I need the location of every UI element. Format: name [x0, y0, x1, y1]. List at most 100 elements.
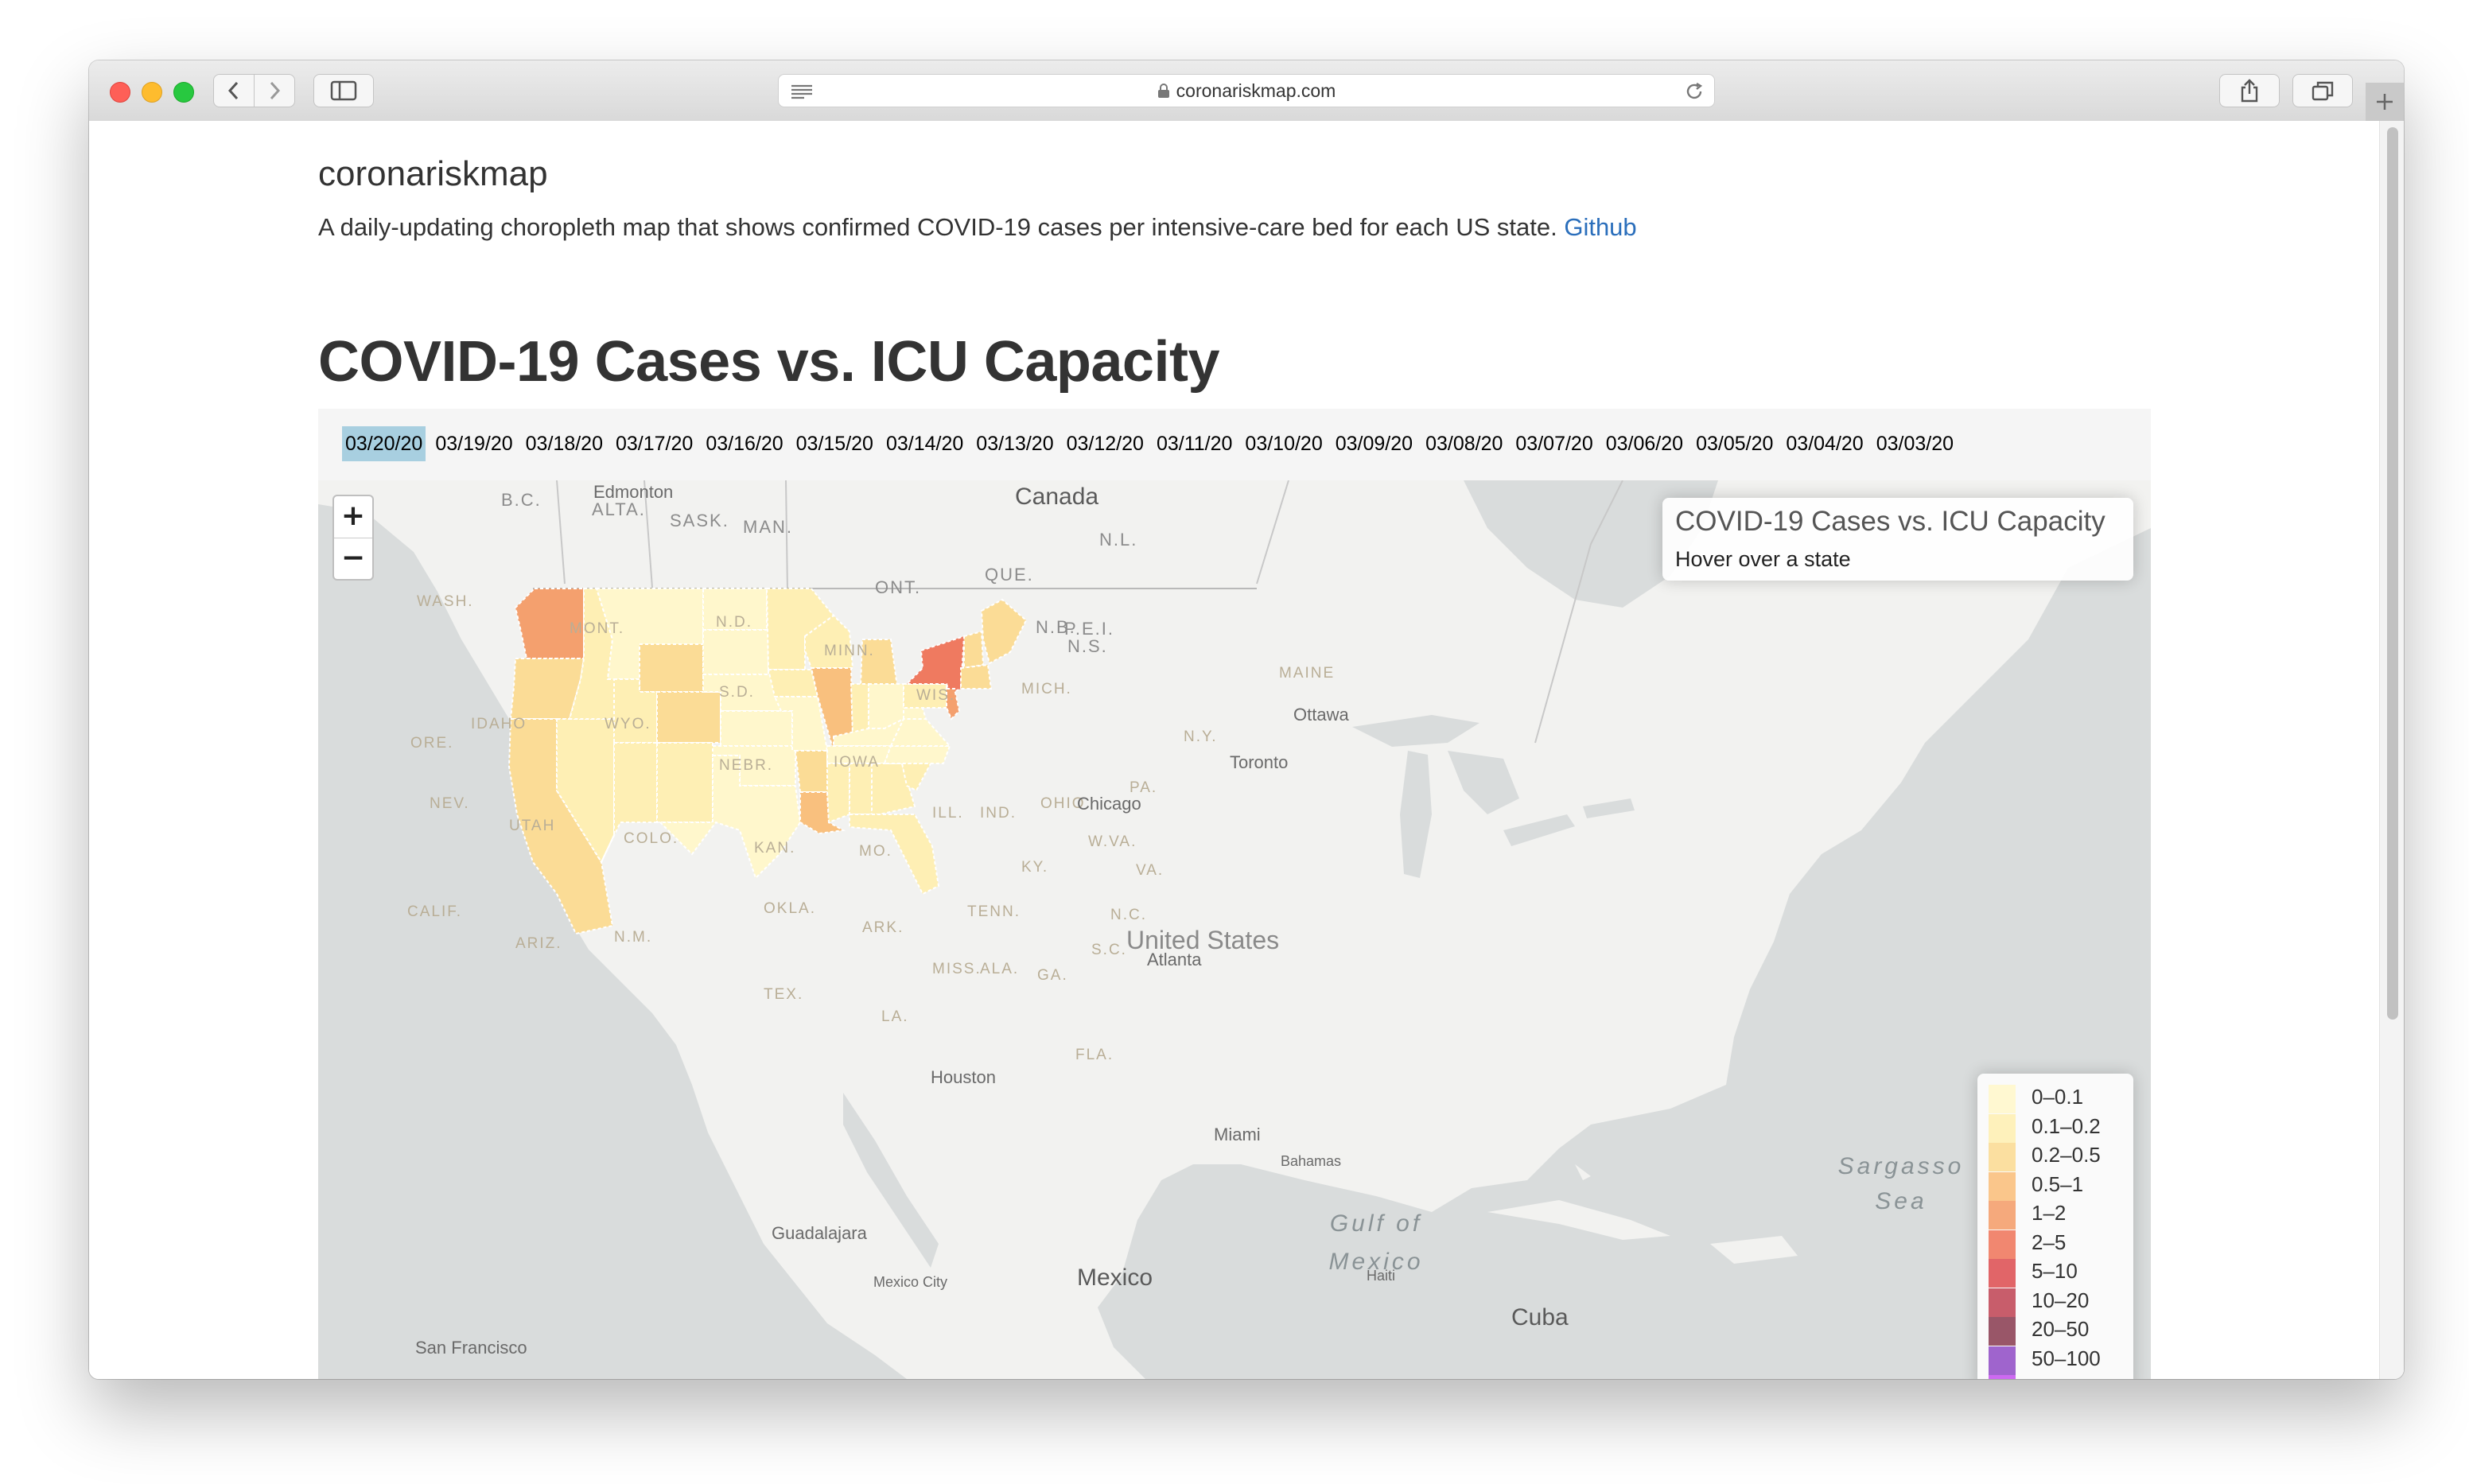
us-states[interactable]: [507, 588, 1028, 935]
state-label: MONT.: [570, 620, 625, 637]
date-button[interactable]: 03/12/20: [1066, 433, 1144, 455]
state-maine: [980, 598, 1028, 665]
date-button[interactable]: 03/05/20: [1696, 433, 1774, 455]
back-button[interactable]: [213, 74, 255, 107]
forward-button[interactable]: [254, 74, 295, 107]
legend-swatch: [1989, 1113, 2016, 1143]
date-button[interactable]: 03/08/20: [1425, 433, 1503, 455]
gulf-of-california: [843, 1093, 939, 1268]
legend-label: 0–0.1: [2032, 1085, 2084, 1109]
date-button[interactable]: 03/20/20: [342, 426, 426, 461]
city-label: Atlanta: [1147, 950, 1202, 969]
date-button[interactable]: 03/19/20: [435, 433, 513, 455]
state-new-mexico: [656, 742, 713, 823]
scrollbar[interactable]: [2379, 121, 2404, 1379]
date-selector: 03/20/20 03/19/20 03/18/20 03/17/20 03/16/20…: [318, 409, 2151, 480]
map-legend: 0–0.1 0.1–0.2 0.2–0.5 0.5–1 1–2 2–5 5–10 10–20 2…: [1977, 1074, 2133, 1379]
github-link[interactable]: Github: [1564, 213, 1637, 241]
state-label: TEX.: [764, 986, 804, 1003]
close-window-button[interactable]: [110, 82, 130, 103]
state-south-dakota: [702, 629, 769, 675]
share-button[interactable]: [2219, 74, 2280, 107]
state-north-dakota: [702, 588, 768, 631]
label-sargasso-sea: Sargasso Sea: [1814, 1153, 1989, 1215]
city-label: Ottawa: [1293, 705, 1349, 725]
info-panel: COVID-19 Cases vs. ICU Capacity Hover ov…: [1662, 498, 2133, 581]
new-tab-button[interactable]: [2366, 83, 2404, 121]
scrollbar-thumb[interactable]: [2387, 127, 2398, 1020]
zoom-window-button[interactable]: [173, 82, 194, 103]
reader-mode-icon[interactable]: [790, 84, 814, 99]
choropleth-map[interactable]: B.C. ALTA. SASK. MAN. ONT. QUE. N.L. N.B…: [318, 480, 2151, 1379]
legend-label: 5–10: [2032, 1259, 2078, 1283]
state-kansas: [720, 710, 793, 747]
legend-label: 100–200: [2032, 1375, 2112, 1379]
state-tennessee: [826, 745, 892, 764]
label-que: QUE.: [985, 565, 1034, 585]
date-button[interactable]: 03/09/20: [1335, 433, 1413, 455]
tabs-overview-button[interactable]: [2292, 74, 2353, 107]
state-new-jersey: [946, 688, 961, 721]
state-label: VA.: [1136, 862, 1165, 879]
state-louisiana: [799, 791, 846, 835]
url-display[interactable]: coronariskmap.com: [779, 75, 1714, 107]
florida-keys: [1575, 1164, 1591, 1180]
lake-superior: [1352, 715, 1479, 747]
date-list: 03/20/20 03/19/20 03/18/20 03/17/20 03/16/20…: [342, 426, 1963, 461]
date-button[interactable]: 03/07/20: [1515, 433, 1593, 455]
date-button[interactable]: 03/04/20: [1786, 433, 1864, 455]
state-label: UTAH: [509, 818, 556, 834]
browser-toolbar: coronariskmap.com: [89, 60, 2404, 122]
lake-huron: [1448, 751, 1519, 814]
state-label: MAINE: [1279, 665, 1336, 682]
zoom-in-button[interactable]: +: [334, 496, 372, 538]
city-label: Miami: [1214, 1125, 1261, 1144]
zoom-out-button[interactable]: −: [340, 542, 366, 574]
state-label: TENN.: [967, 903, 1021, 920]
label-united-states: United States: [1126, 926, 1280, 954]
minimize-window-button[interactable]: [142, 82, 162, 103]
date-button[interactable]: 03/18/20: [525, 433, 603, 455]
date-button[interactable]: 03/15/20: [795, 433, 873, 455]
legend-label: 0.5–1: [2032, 1171, 2084, 1196]
legend-swatch: [1989, 1346, 2016, 1375]
date-button[interactable]: 03/10/20: [1245, 433, 1323, 455]
state-michigan: [859, 639, 899, 688]
state-label: ALA.: [980, 961, 1020, 977]
legend-swatch: [1989, 1143, 2016, 1171]
date-button[interactable]: 03/11/20: [1156, 433, 1233, 455]
state-label: MO.: [859, 843, 892, 860]
label-man: MAN.: [743, 517, 793, 537]
date-button[interactable]: 03/17/20: [615, 433, 694, 455]
state-label: CALIF.: [407, 903, 463, 920]
reload-icon[interactable]: [1684, 81, 1705, 102]
site-title: coronariskmap: [318, 154, 548, 193]
state-label: S.D.: [719, 684, 755, 701]
lock-icon: [1157, 76, 1170, 108]
city-label: Guadalajara: [772, 1223, 867, 1243]
state-label: IOWA: [834, 754, 880, 771]
date-button[interactable]: 03/14/20: [885, 433, 964, 455]
date-button[interactable]: 03/16/20: [706, 433, 783, 455]
sidebar-toggle-button[interactable]: [313, 74, 374, 107]
state-california: [507, 718, 614, 935]
province-borders: [556, 480, 1623, 744]
state-label: N.C.: [1110, 907, 1147, 923]
legend-swatch: [1989, 1259, 2016, 1288]
lake-ontario: [1583, 798, 1635, 818]
map-canvas: [318, 480, 2151, 1379]
label-ns: N.S.: [1067, 636, 1108, 656]
legend-swatch: [1989, 1288, 2016, 1317]
date-button[interactable]: 03/13/20: [976, 433, 1054, 455]
legend-label: 1–2: [2032, 1201, 2067, 1225]
plus-icon: [2377, 94, 2393, 110]
state-arkansas: [794, 750, 828, 793]
address-bar[interactable]: coronariskmap.com: [778, 74, 1715, 107]
state-label: WASH.: [417, 593, 474, 610]
cuba-island: [1487, 1200, 1670, 1240]
date-button[interactable]: 03/03/20: [1876, 433, 1954, 455]
legend-label: 2–5: [2032, 1230, 2067, 1254]
state-label: LA.: [881, 1008, 909, 1025]
state-label: IND.: [980, 805, 1017, 822]
date-button[interactable]: 03/06/20: [1605, 433, 1684, 455]
